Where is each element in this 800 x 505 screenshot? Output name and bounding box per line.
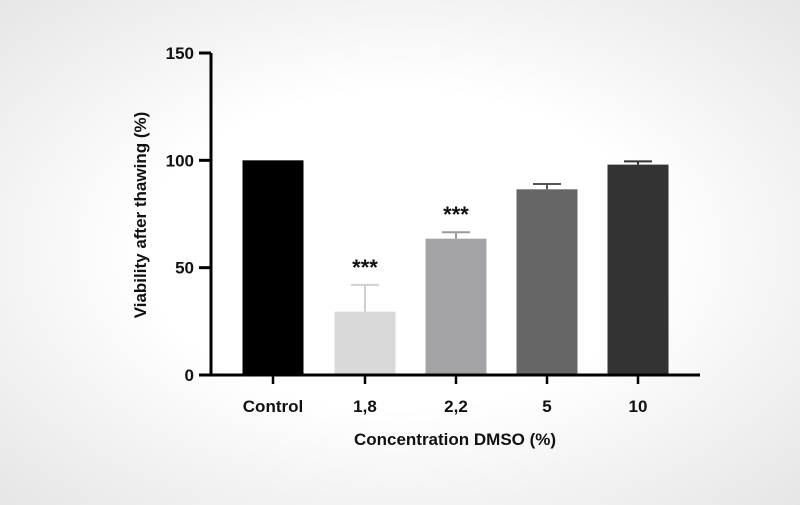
x-axis-title: Concentration DMSO (%) <box>354 430 556 449</box>
y-tick-label-2: 100 <box>166 151 194 170</box>
significance-label-2: *** <box>443 202 469 227</box>
bar-1 <box>334 311 396 375</box>
bars-layer <box>242 160 669 375</box>
error-bar-4 <box>624 160 652 165</box>
y-tick-label-0: 0 <box>185 366 194 385</box>
x-tick-label-1: 1,8 <box>353 397 377 416</box>
y-tick-label-3: 150 <box>166 44 194 63</box>
x-ticks-layer: Control 1,8 2,2 5 10 <box>243 375 648 416</box>
significance-layer: *** *** <box>352 202 469 280</box>
y-axis-title: Viability after thawing (%) <box>131 112 150 319</box>
x-tick-label-2: 2,2 <box>444 397 468 416</box>
error-bar-3 <box>533 182 561 190</box>
error-bars-layer <box>351 160 652 312</box>
significance-label-1: *** <box>352 255 378 280</box>
bar-2 <box>425 238 487 375</box>
bar-3 <box>516 189 578 375</box>
bar-0 <box>242 160 304 375</box>
error-bar-2 <box>442 231 470 239</box>
x-tick-label-0: Control <box>243 397 303 416</box>
y-tick-label-1: 50 <box>175 259 194 278</box>
error-bar-1 <box>351 283 379 312</box>
y-ticks-layer: 0 50 100 150 <box>166 44 211 385</box>
x-tick-label-3: 5 <box>542 397 551 416</box>
bar-4 <box>607 164 669 375</box>
x-tick-label-4: 10 <box>629 397 648 416</box>
